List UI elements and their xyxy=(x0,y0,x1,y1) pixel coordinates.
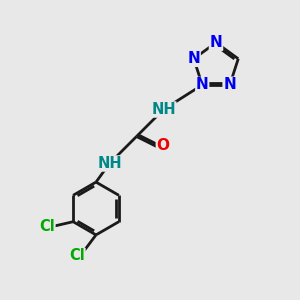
Text: Cl: Cl xyxy=(39,219,55,234)
Text: N: N xyxy=(210,35,222,50)
Text: N: N xyxy=(210,35,222,50)
Text: N: N xyxy=(224,77,236,92)
Text: NH: NH xyxy=(97,156,122,171)
Text: N: N xyxy=(224,77,236,92)
Text: Cl: Cl xyxy=(69,248,85,263)
Text: NH: NH xyxy=(151,102,176,117)
Text: N: N xyxy=(188,51,200,66)
Text: N: N xyxy=(196,77,208,92)
Text: O: O xyxy=(156,138,170,153)
